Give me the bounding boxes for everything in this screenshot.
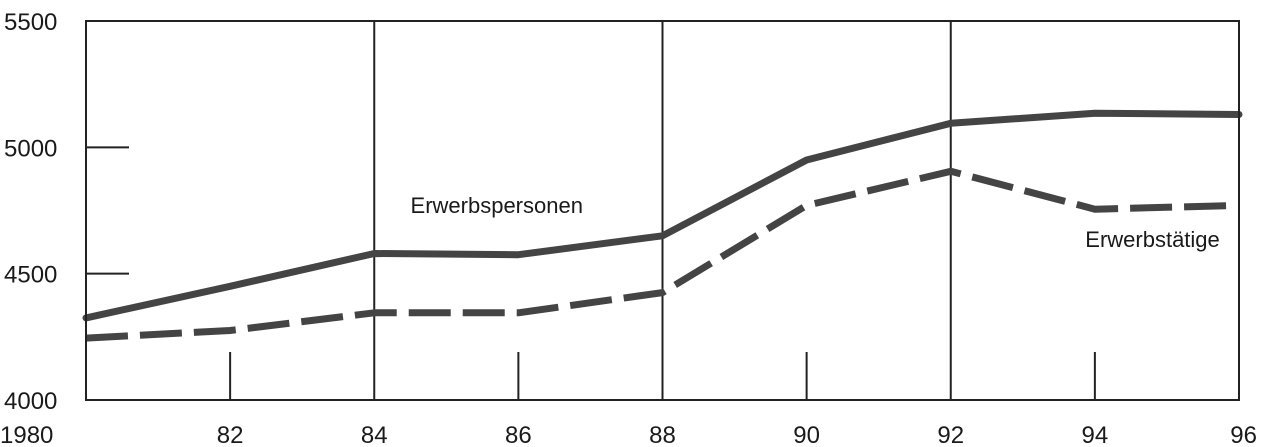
grid-layer [229,21,1096,400]
x-tick-label: 86 [505,422,532,447]
x-tick-label: 92 [937,422,964,447]
x-tick-label: 1980 [0,422,53,447]
y-tick-label: 4000 [4,388,57,415]
y-tick-label: 5500 [4,9,57,36]
axis-layer: 4000 4500 5000 5500 1980 82 84 86 88 90 92 94 96 [0,9,1257,447]
y-tick-label: 5000 [4,135,57,162]
series-label-erwerbspersonen: Erwerbspersonen [411,193,583,218]
x-tick-label: 94 [1082,422,1109,447]
label-layer: Erwerbspersonen Erwerbstätige [411,193,1220,252]
x-tick-label: 96 [1230,422,1257,447]
x-tick-label: 90 [793,422,820,447]
series-line-erwerbspersonen [82,109,1243,322]
x-tick-label: 82 [217,422,244,447]
y-tick-label: 4500 [4,262,57,289]
x-tick-label: 88 [649,422,676,447]
plot-frame [85,20,1240,401]
series-label-erwerbstaetige: Erwerbstätige [1085,227,1220,252]
series-line-erwerbstaetige [85,167,1240,342]
series-layer [82,109,1243,342]
x-tick-label: 84 [361,422,388,447]
